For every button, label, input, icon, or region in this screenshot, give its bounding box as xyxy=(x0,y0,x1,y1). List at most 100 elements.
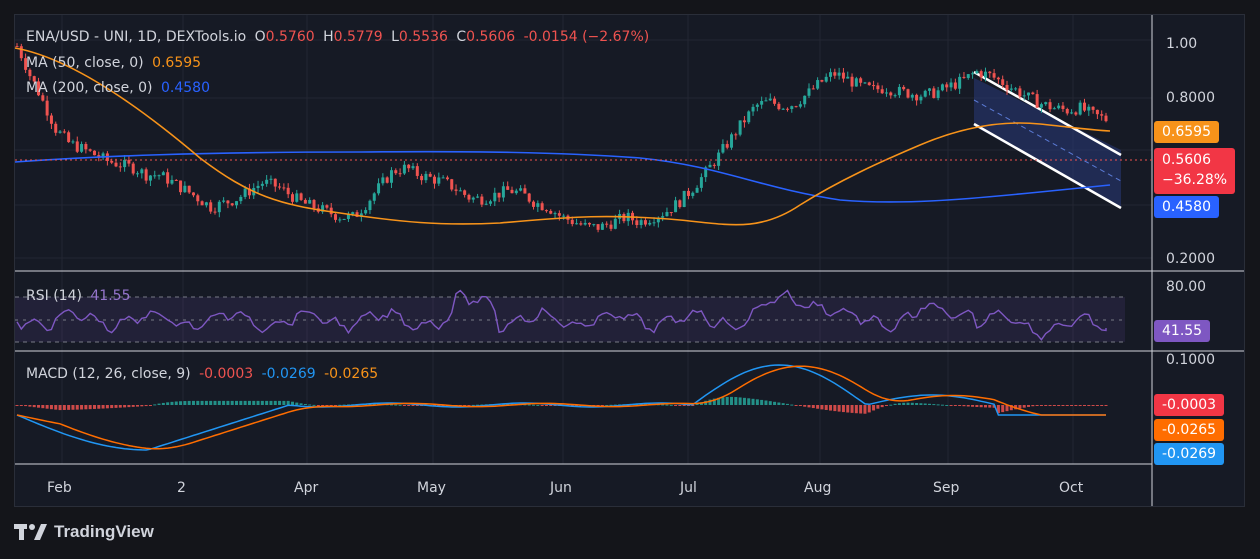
macd-hist-bar xyxy=(1100,405,1104,406)
candle-body xyxy=(312,200,316,209)
candle-body xyxy=(785,108,789,110)
candle-body xyxy=(940,84,944,91)
macd-hist-bar xyxy=(1044,405,1048,406)
change-value: -0.0154 (−2.67%) xyxy=(523,29,650,45)
candle-body xyxy=(32,76,36,82)
candle-body xyxy=(243,188,247,197)
macd-signal-badge: -0.0265 xyxy=(1154,419,1225,441)
candle-body xyxy=(179,180,183,193)
candle-body xyxy=(1065,109,1069,114)
ohlc-legend[interactable]: ENA/USD - UNI, 1D, DEXTools.io O0.5760 H… xyxy=(26,29,653,45)
macd-hist-bar xyxy=(988,405,992,408)
candle-body xyxy=(841,72,845,79)
macd-hist-bar xyxy=(407,405,411,406)
candle-body xyxy=(932,88,936,98)
macd-hist-bar xyxy=(971,405,975,407)
candle-body xyxy=(755,104,759,107)
macd-hist-bar xyxy=(872,405,876,411)
macd-hist-bar xyxy=(15,405,19,406)
rsi-value: 41.55 xyxy=(90,288,131,304)
macd-hist-bar xyxy=(316,405,320,406)
macd-hist-bar xyxy=(803,405,807,407)
price-badge-change: −36.28% xyxy=(1162,172,1228,188)
candle-body xyxy=(183,185,187,193)
macd-hist-bar xyxy=(712,398,716,405)
candle-body xyxy=(170,179,174,184)
candle-body xyxy=(123,159,127,168)
macd-hist-bar xyxy=(730,396,734,405)
macd-hist-bar xyxy=(58,405,62,411)
candle-body xyxy=(84,144,88,150)
macd-hist-bar xyxy=(49,405,53,410)
macd-hist-bar xyxy=(867,405,871,413)
candle-body xyxy=(807,88,811,96)
candle-body xyxy=(497,192,501,198)
candle-body xyxy=(471,197,475,200)
macd-hist-bar xyxy=(1061,405,1065,406)
ma50-legend[interactable]: MA (50, close, 0) 0.6595 xyxy=(26,55,205,71)
candle-body xyxy=(1095,109,1099,115)
candle-body xyxy=(988,71,992,74)
macd-legend[interactable]: MACD (12, 26, close, 9) -0.0003 -0.0269 … xyxy=(26,366,382,382)
time-tick: Feb xyxy=(47,480,72,496)
macd-hist-bar xyxy=(665,404,669,406)
candle-body xyxy=(760,101,764,105)
macd-hist-bar xyxy=(816,405,820,409)
symbol-label: ENA/USD - UNI, 1D, DEXTools.io xyxy=(26,29,247,45)
macd-hist-bar xyxy=(661,404,665,406)
candle-body xyxy=(342,218,346,220)
candle-body xyxy=(1005,84,1009,90)
macd-hist-bar xyxy=(28,405,32,407)
candle-body xyxy=(536,203,540,207)
candle-body xyxy=(364,210,368,214)
macd-hist-bar xyxy=(846,405,850,413)
candle-body xyxy=(157,175,161,177)
candle-body xyxy=(45,100,49,116)
macd-hist-bar xyxy=(286,400,290,405)
candle-body xyxy=(514,190,518,194)
candle-body xyxy=(1001,79,1005,85)
low-value: 0.5536 xyxy=(398,29,448,45)
candle-body xyxy=(596,224,600,230)
candle-body xyxy=(742,120,746,123)
macd-hist-bar xyxy=(480,404,484,406)
candle-body xyxy=(996,77,1000,80)
candle-body xyxy=(338,219,342,221)
price-badge: 0.5606 −36.28% xyxy=(1154,148,1236,194)
macd-hist-bar xyxy=(983,405,987,408)
macd-hist-bar xyxy=(893,403,897,405)
macd-hist-bar xyxy=(80,405,84,410)
macd-hist-bar xyxy=(829,405,833,411)
macd-hist-bar xyxy=(790,404,794,406)
candle-body xyxy=(764,100,768,102)
tradingview-logo[interactable]: TradingView xyxy=(14,520,154,544)
ma50-label: MA (50, close, 0) xyxy=(26,55,144,71)
macd-hist-bar xyxy=(768,401,772,405)
macd-hist-bar xyxy=(265,400,269,405)
candle-body xyxy=(501,186,505,198)
candle-body xyxy=(286,187,290,195)
candle-body xyxy=(407,164,411,169)
macd-hist-bar xyxy=(114,405,118,408)
rsi-legend[interactable]: RSI (14) 41.55 xyxy=(26,288,134,304)
candle-body xyxy=(747,111,751,123)
macd-label: MACD (12, 26, close, 9) xyxy=(26,366,191,382)
macd-hist-bar xyxy=(308,404,312,406)
candle-body xyxy=(196,195,200,202)
candle-body xyxy=(527,193,531,202)
ma200-legend[interactable]: MA (200, close, 0) 0.4580 xyxy=(26,80,214,96)
macd-hist-bar xyxy=(966,405,970,407)
candle-body xyxy=(187,185,191,193)
macd-hist-badge: -0.0003 xyxy=(1154,394,1225,416)
candle-body xyxy=(54,123,58,133)
candle-body xyxy=(579,223,583,225)
macd-hist-bar xyxy=(859,405,863,414)
candle-body xyxy=(665,212,669,217)
candle-body xyxy=(273,178,277,187)
macd-hist-bar xyxy=(841,405,845,413)
candle-body xyxy=(144,169,148,181)
candle-body xyxy=(557,213,561,216)
macd-hist-bar xyxy=(209,400,213,405)
channel-upper-line xyxy=(973,70,1122,157)
